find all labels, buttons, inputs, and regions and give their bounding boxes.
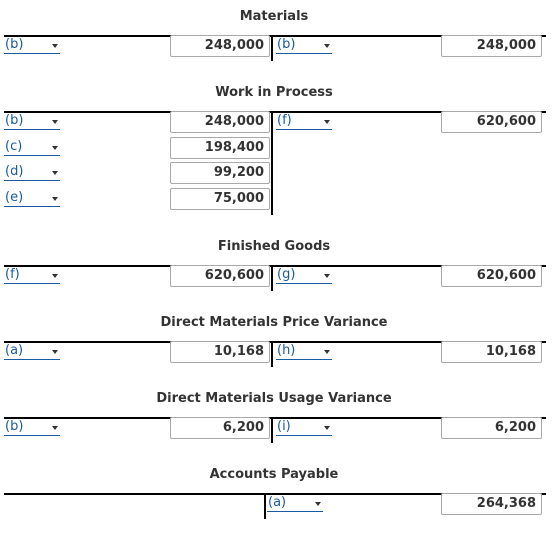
- credit-entry-select[interactable]: (b): [276, 37, 332, 54]
- debit-entry-select[interactable]: (c): [4, 139, 60, 156]
- dropdown-arrow-icon: [52, 274, 58, 278]
- t-account-usage-variance: Direct Materials Usage Variance (b) 6,20…: [0, 385, 553, 461]
- dropdown-arrow-icon: [52, 171, 58, 175]
- credit-entry-select[interactable]: (g): [276, 267, 332, 284]
- account-title: Work in Process: [215, 85, 333, 100]
- debit-entry-select[interactable]: (a): [4, 343, 60, 360]
- credit-amount-input[interactable]: 264,368: [441, 493, 542, 515]
- t-account-divider: [271, 341, 273, 367]
- t-account-top-line: [4, 493, 546, 495]
- dropdown-arrow-icon: [324, 426, 330, 430]
- t-account-divider: [271, 35, 273, 61]
- debit-amount-input[interactable]: 75,000: [170, 188, 270, 210]
- credit-entry-select[interactable]: (a): [267, 495, 323, 512]
- dropdown-arrow-icon: [324, 350, 330, 354]
- debit-entry-select[interactable]: (d): [4, 164, 60, 181]
- dropdown-arrow-icon: [324, 44, 330, 48]
- t-account-divider: [271, 111, 273, 215]
- account-title: Direct Materials Price Variance: [160, 315, 388, 330]
- dropdown-arrow-icon: [315, 502, 321, 506]
- debit-amount-input[interactable]: 198,400: [170, 137, 270, 159]
- credit-entry-select[interactable]: (h): [276, 343, 332, 360]
- credit-amount-input[interactable]: 620,600: [441, 265, 542, 287]
- dropdown-arrow-icon: [52, 44, 58, 48]
- t-account-top-line: [4, 111, 546, 113]
- credit-amount-input[interactable]: 6,200: [441, 417, 542, 439]
- debit-entry-select[interactable]: (e): [4, 190, 60, 207]
- debit-amount-input[interactable]: 99,200: [170, 162, 270, 184]
- credit-amount-input[interactable]: 620,600: [441, 111, 542, 133]
- t-account-finished-goods: Finished Goods (f) 620,600 (g) 620,600: [0, 233, 553, 309]
- dropdown-arrow-icon: [324, 120, 330, 124]
- t-account-top-line: [4, 35, 546, 37]
- dropdown-arrow-icon: [324, 274, 330, 278]
- account-title: Direct Materials Usage Variance: [156, 391, 392, 406]
- dropdown-arrow-icon: [52, 120, 58, 124]
- debit-amount-input[interactable]: 248,000: [170, 111, 270, 133]
- debit-entry-select[interactable]: (b): [4, 37, 60, 54]
- credit-entry-select[interactable]: (f): [276, 113, 332, 130]
- account-title: Materials: [239, 9, 309, 24]
- account-title: Finished Goods: [217, 239, 331, 254]
- debit-amount-input[interactable]: 620,600: [170, 265, 270, 287]
- debit-amount-input[interactable]: 248,000: [170, 35, 270, 57]
- credit-entry-select[interactable]: (i): [276, 419, 332, 436]
- debit-entry-select[interactable]: (f): [4, 267, 60, 284]
- dropdown-arrow-icon: [52, 350, 58, 354]
- t-account-divider: [271, 417, 273, 443]
- debit-entry-select[interactable]: (b): [4, 419, 60, 436]
- dropdown-arrow-icon: [52, 146, 58, 150]
- t-account-top-line: [4, 417, 546, 419]
- debit-amount-input[interactable]: 6,200: [170, 417, 270, 439]
- t-account-divider: [264, 493, 266, 519]
- debit-amount-input[interactable]: 10,168: [170, 341, 270, 363]
- account-title: Accounts Payable: [209, 467, 339, 482]
- dropdown-arrow-icon: [52, 197, 58, 201]
- t-account-top-line: [4, 265, 546, 267]
- credit-amount-input[interactable]: 248,000: [441, 35, 542, 57]
- t-account-price-variance: Direct Materials Price Variance (a) 10,1…: [0, 309, 553, 385]
- debit-entry-select[interactable]: (b): [4, 113, 60, 130]
- t-account-top-line: [4, 341, 546, 343]
- credit-amount-input[interactable]: 10,168: [441, 341, 542, 363]
- t-account-work-in-process: Work in Process (b) 248,000 (c) 198,400 …: [0, 79, 553, 219]
- t-account-materials: Materials (b) 248,000 (b) 248,000: [0, 3, 553, 79]
- t-account-accounts-payable: Accounts Payable (a) 264,368: [0, 461, 553, 537]
- dropdown-arrow-icon: [52, 426, 58, 430]
- t-account-divider: [271, 265, 273, 291]
